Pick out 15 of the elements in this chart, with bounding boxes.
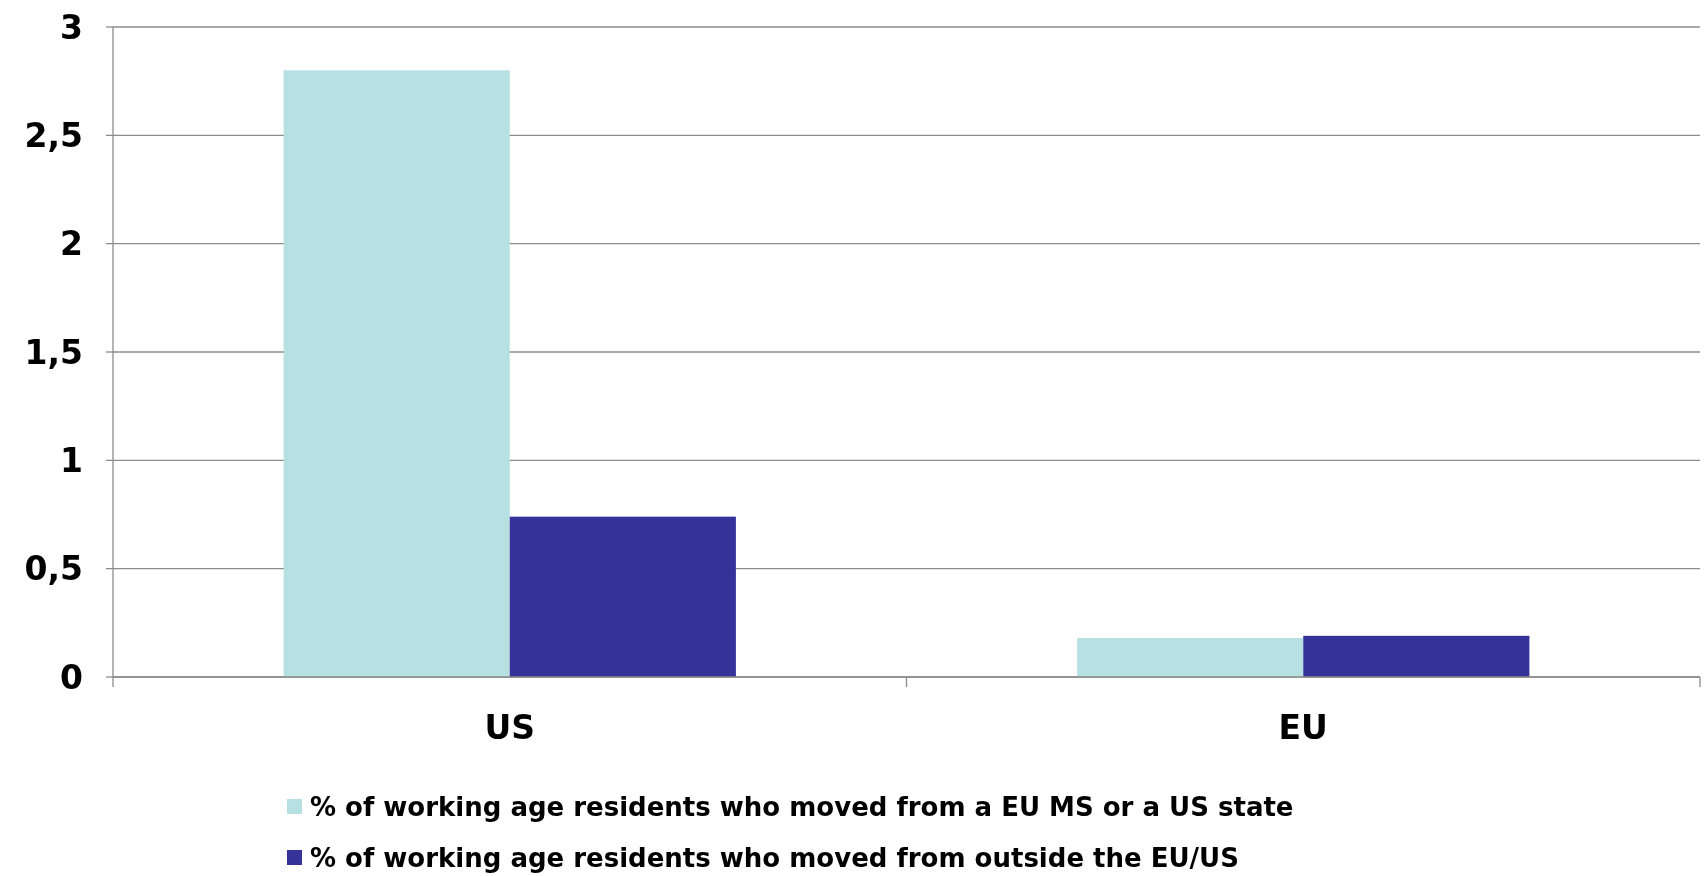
y-tick-label: 2,5 xyxy=(24,115,83,155)
bar xyxy=(283,70,510,677)
y-tick-label: 2 xyxy=(60,224,83,264)
bar xyxy=(1077,638,1304,677)
bar xyxy=(509,516,736,677)
legend-label: % of working age residents who moved from outside the EU/US xyxy=(310,843,1239,874)
x-tick-label: EU xyxy=(1278,708,1328,747)
y-tick-label: 1 xyxy=(60,440,83,480)
y-tick-label: 1,5 xyxy=(24,332,83,372)
y-tick-label: 3 xyxy=(60,7,83,47)
legend-label: % of working age residents who moved from a EU MS or a US state xyxy=(310,792,1294,823)
y-tick-label: 0,5 xyxy=(24,549,83,589)
bar xyxy=(1303,635,1530,677)
x-tick-label: US xyxy=(484,708,536,747)
y-tick-label: 0 xyxy=(60,657,83,697)
